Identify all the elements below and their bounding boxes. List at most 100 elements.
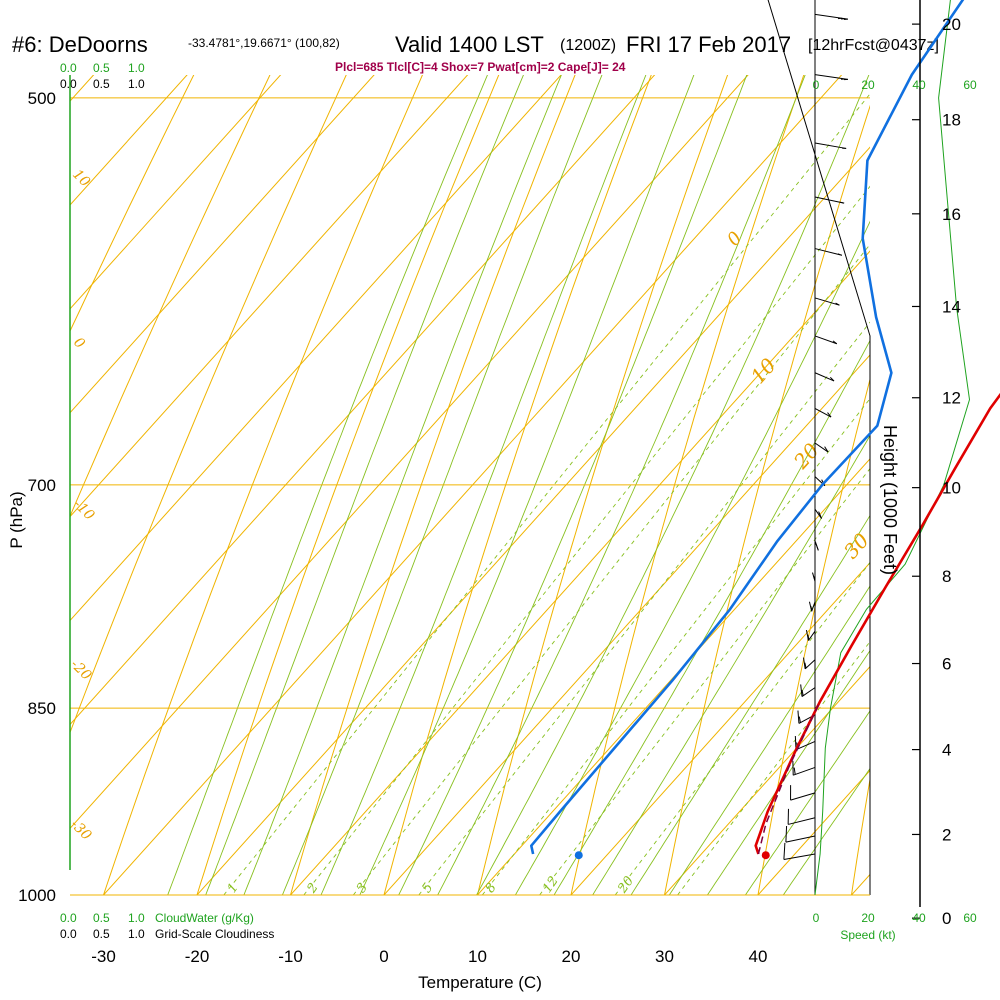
moist-adiabat-line	[476, 75, 870, 895]
moist-adiabat-line	[592, 434, 870, 895]
series-dewpoint	[530, 0, 965, 855]
wind-barb	[800, 684, 816, 697]
wind-barb-shaft	[814, 335, 837, 345]
speed-axis-label: Speed (kt)	[840, 928, 895, 942]
mixing-ratio-label: 1	[225, 881, 242, 896]
dry-adiabat-line	[570, 75, 805, 895]
moist-adiabat-line	[205, 75, 524, 895]
temperature-tick-label: 40	[749, 947, 768, 966]
speed-top-tick-3: 60	[963, 78, 977, 92]
wind-barb	[814, 297, 840, 306]
speed-top-tick-1: 20	[861, 78, 875, 92]
pressure-tick-label: 850	[28, 699, 56, 718]
wind-barb-flag	[783, 842, 786, 860]
speed-scale-top: 0 20 40 60	[813, 78, 977, 92]
height-tick-label: 14	[942, 297, 961, 316]
height-tick-label: 18	[942, 111, 961, 130]
station-coords: -33.4781°,19.6671° (100,82)	[188, 36, 340, 50]
height-tick-label: 8	[942, 567, 951, 586]
wind-barb-shaft	[801, 687, 816, 697]
valid-date: FRI 17 Feb 2017	[626, 32, 791, 57]
mixing-ratio-line	[303, 185, 870, 895]
dry-adiabat-line	[938, 0, 1000, 951]
wind-barb-shaft	[807, 630, 816, 641]
temperature-tick-label: 10	[468, 947, 487, 966]
wind-barb-flag	[829, 376, 835, 382]
mixing-ratio-label: 20	[615, 874, 637, 897]
wind-barb-flag	[835, 302, 840, 306]
height-tick-label: 16	[942, 205, 961, 224]
wind-barb	[790, 785, 816, 801]
wind-barb-shaft	[814, 372, 835, 382]
pressure-tick-label: 500	[28, 89, 56, 108]
wind-barb-shaft	[814, 74, 848, 80]
series-parcel	[757, 700, 821, 855]
wind-barb	[812, 571, 816, 582]
mixing-ratio-line	[614, 561, 870, 895]
wind-barb	[808, 601, 816, 612]
height-tick-label: 20	[942, 15, 961, 34]
height-tick-label: 2	[942, 825, 951, 844]
wind-barb	[814, 74, 848, 81]
mixing-ratio-label: 5	[419, 881, 436, 896]
wind-barb-shaft	[793, 766, 816, 776]
surface-marker-temperature	[761, 851, 770, 860]
valid-time: Valid 1400 LST	[395, 32, 544, 57]
moist-adiabat-line	[630, 514, 870, 895]
dry-adiabat-line	[383, 75, 652, 895]
moist-adiabat-line	[668, 585, 870, 895]
bottom-cl-tick-1: 0.5	[93, 927, 110, 941]
thermo-grid	[70, 0, 1000, 951]
wind-barb-flag	[824, 446, 829, 453]
height-tick-label: 12	[942, 389, 961, 408]
wind-barb	[814, 13, 848, 20]
wind-barb-half	[801, 689, 804, 696]
isotherm-line	[70, 75, 95, 102]
dry-adiabat-line	[757, 377, 870, 895]
isobar-lines	[70, 0, 871, 896]
temperature-tick-labels: -30 -20 -10 0 10 20 30 40	[91, 947, 767, 966]
stability-indices: Plcl=685 Tlcl[C]=4 Shox=7 Pwat[cm]=2 Cap…	[335, 60, 626, 74]
speed-top-tick-0: 0	[813, 78, 820, 92]
wind-barb-half	[813, 576, 816, 581]
speed-bottom-tick-1: 20	[861, 911, 875, 925]
height-tick-label: 0	[942, 909, 951, 928]
bottom-cw-tick-0: 0.0	[60, 911, 77, 925]
wind-barb	[814, 142, 847, 149]
wind-barb-flag	[800, 684, 803, 697]
wind-barb	[803, 657, 816, 670]
wind-barb-shaft	[814, 196, 845, 204]
top-cl-tick-0: 0.0	[60, 77, 77, 91]
temperature-tick-label: -20	[185, 947, 210, 966]
mixing-ratio-line	[481, 397, 870, 895]
wind-barb	[792, 760, 816, 776]
dry-adiabat-line	[102, 75, 423, 895]
speed-bottom-tick-0: 0	[813, 911, 820, 925]
isotherm-line	[477, 458, 870, 895]
bottom-cw-label: CloudWater (g/Kg)	[155, 911, 254, 925]
x-axis-label: Temperature (C)	[418, 973, 542, 992]
wind-barb-shaft	[804, 659, 816, 670]
dry-adiabat-line	[289, 75, 576, 895]
wind-barb-shaft	[785, 835, 816, 843]
bottom-cloud-water-scale: 0.0 0.5 1.0 CloudWater (g/Kg)	[60, 911, 254, 925]
wind-barb-shaft	[795, 740, 816, 751]
dry-adiabat-line	[196, 75, 500, 895]
wind-barb-half	[793, 767, 796, 775]
dry-adiabat-line	[850, 776, 870, 895]
wind-barb-shaft	[783, 853, 816, 860]
temperature-tick-label: 20	[562, 947, 581, 966]
height-axis-label: Height (1000 Feet)	[880, 425, 900, 575]
wind-panel	[783, 0, 971, 896]
temperature-tick-label: -30	[91, 947, 116, 966]
moist-adiabat-line	[320, 75, 647, 895]
wind-barb-flag	[832, 340, 838, 345]
wind-barb-flag	[785, 825, 788, 843]
wind-barb	[814, 540, 819, 551]
top-cl-tick-2: 1.0	[128, 77, 145, 91]
station-name: #6: DeDoorns	[12, 32, 148, 57]
temperature-tick-label: 0	[379, 947, 388, 966]
speed-top-tick-2: 40	[912, 78, 926, 92]
mixing-ratio-label: 2	[304, 881, 322, 897]
forecast-info: [12hrFcst@0437z]	[808, 37, 939, 54]
